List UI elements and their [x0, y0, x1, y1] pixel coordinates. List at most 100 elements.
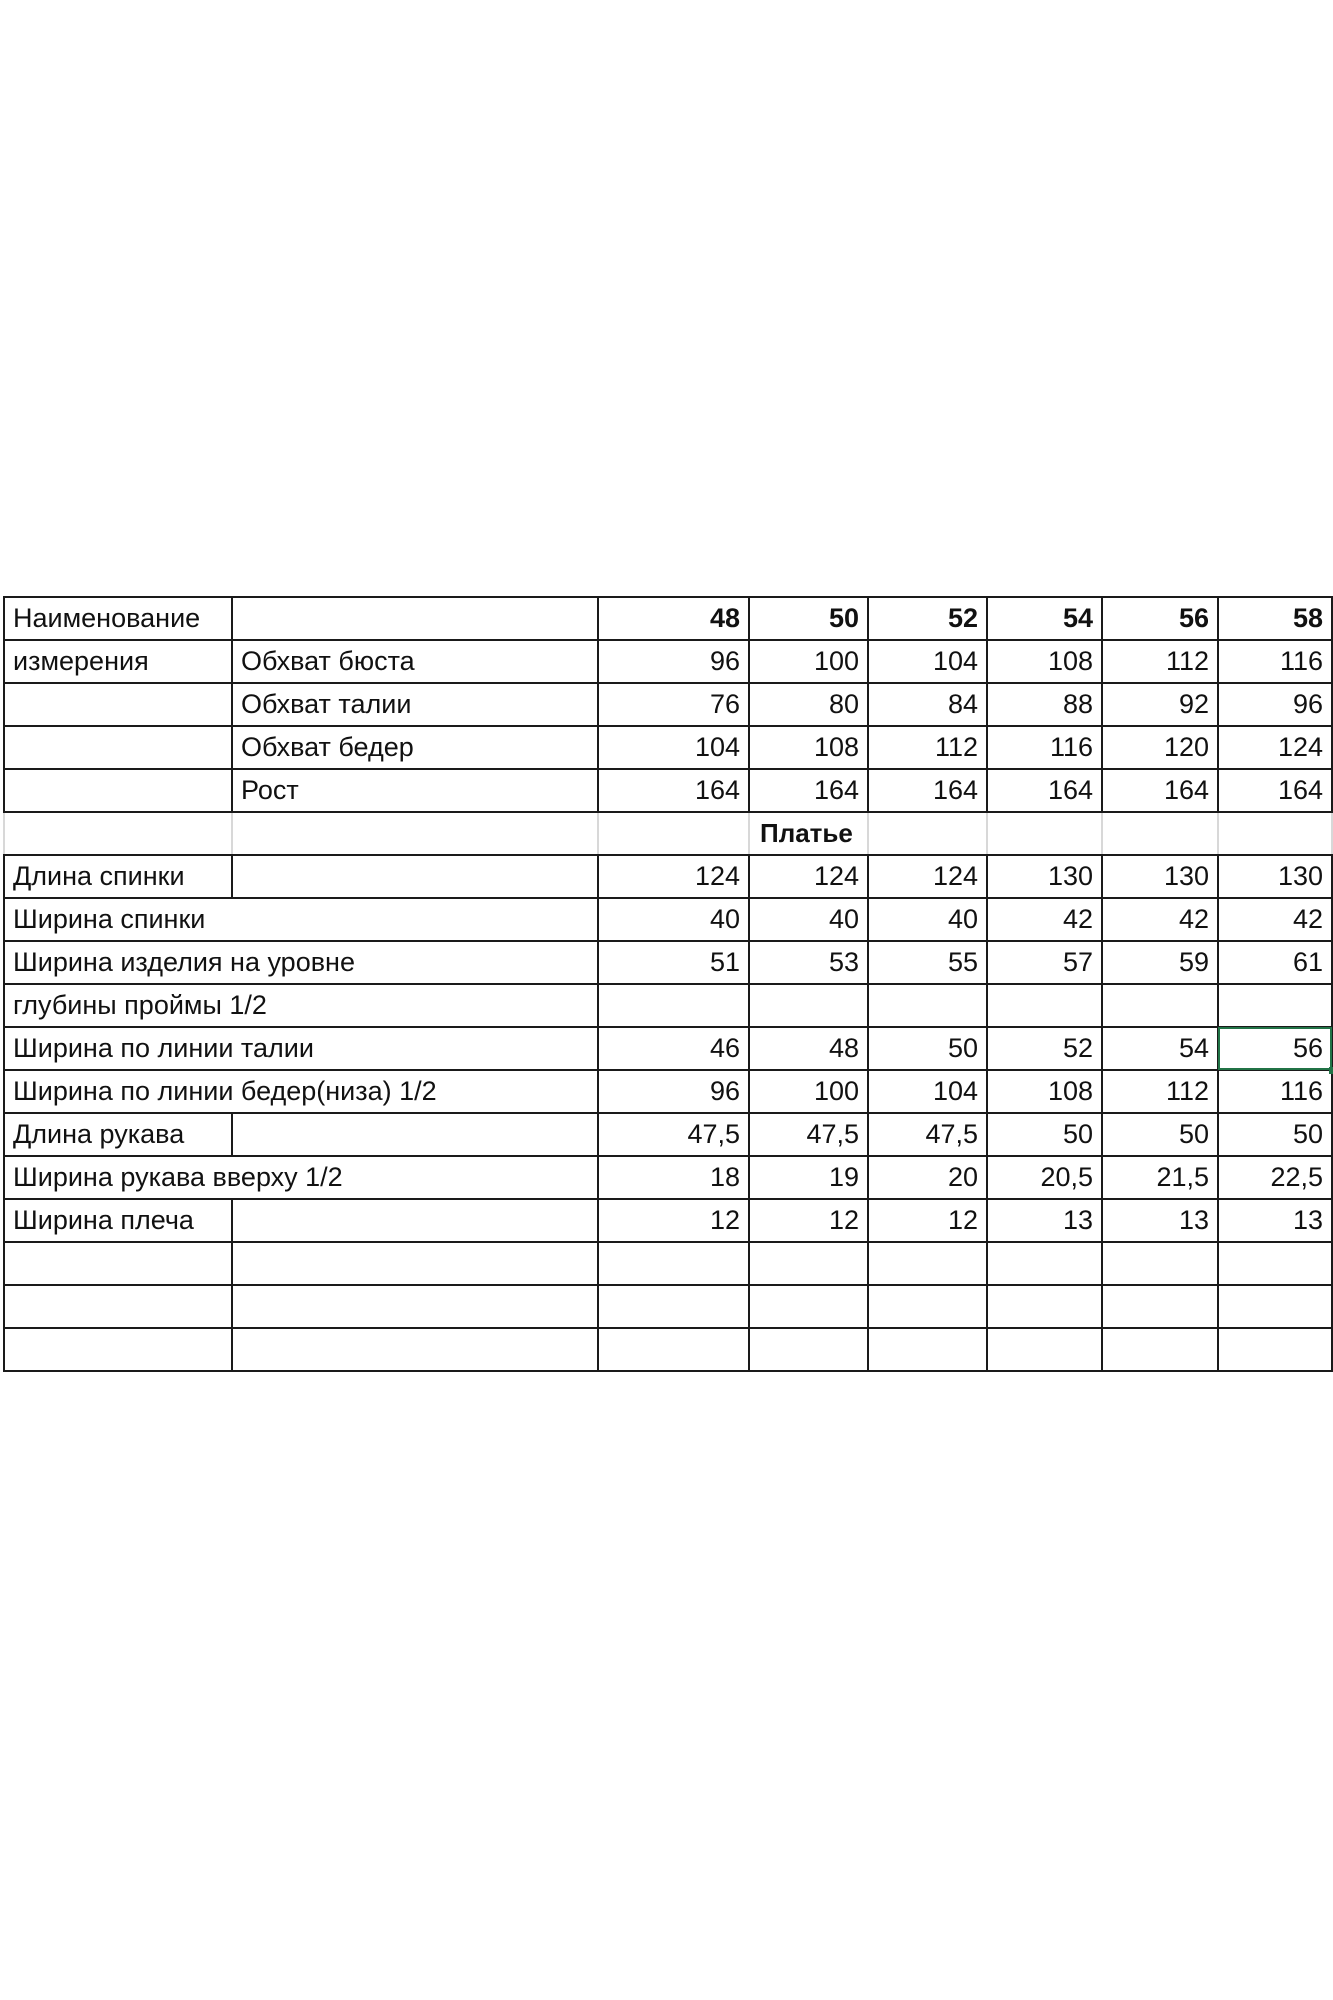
measurement-value[interactable]: 56 [1217, 1026, 1333, 1075]
measurement-value[interactable]: 52 [986, 1026, 1103, 1071]
measurement-value[interactable]: 130 [1217, 854, 1333, 899]
measurement-label[interactable]: Ширина плеча [3, 1198, 233, 1243]
empty-cell[interactable] [231, 854, 599, 899]
measurement-value[interactable]: 19 [748, 1155, 869, 1200]
measurement-value[interactable]: 108 [748, 725, 869, 770]
measurement-label[interactable]: Обхват бедер [231, 725, 599, 770]
empty-cell[interactable] [748, 1284, 869, 1329]
measurement-value[interactable] [867, 983, 988, 1028]
empty-cell[interactable] [867, 1284, 988, 1329]
measurement-value[interactable]: 112 [1101, 639, 1219, 684]
measurement-value[interactable]: 100 [748, 639, 869, 684]
measurement-value[interactable]: 80 [748, 682, 869, 727]
measurement-value[interactable]: 20,5 [986, 1155, 1103, 1200]
measurement-value[interactable]: 59 [1101, 940, 1219, 985]
measurement-value[interactable]: 124 [748, 854, 869, 899]
header-label-cell-continued[interactable]: измерения [3, 639, 233, 684]
measurement-value[interactable]: 46 [597, 1026, 750, 1071]
measurement-value[interactable]: 42 [986, 897, 1103, 942]
measurement-value[interactable]: 164 [986, 768, 1103, 813]
measurement-value[interactable]: 50 [1217, 1112, 1333, 1157]
empty-cell[interactable] [1217, 1327, 1333, 1372]
empty-cell[interactable] [231, 1198, 599, 1243]
measurement-value[interactable]: 164 [1101, 768, 1219, 813]
measurement-value[interactable]: 164 [1217, 768, 1333, 813]
measurement-value[interactable]: 164 [748, 768, 869, 813]
empty-cell[interactable] [1101, 1284, 1219, 1329]
empty-cell[interactable] [3, 1241, 233, 1286]
measurement-label[interactable]: Длина спинки [3, 854, 233, 899]
empty-cell[interactable] [867, 1241, 988, 1286]
measurement-value[interactable]: 120 [1101, 725, 1219, 770]
measurement-value[interactable]: 42 [1217, 897, 1333, 942]
measurement-value[interactable]: 40 [748, 897, 869, 942]
measurement-value[interactable]: 104 [867, 639, 988, 684]
measurement-value[interactable]: 116 [1217, 1069, 1333, 1114]
empty-cell[interactable] [748, 1327, 869, 1372]
measurement-value[interactable]: 18 [597, 1155, 750, 1200]
size-header-50[interactable]: 50 [748, 596, 869, 641]
measurement-value[interactable]: 112 [1101, 1069, 1219, 1114]
measurement-value[interactable]: 13 [1217, 1198, 1333, 1243]
size-header-54[interactable]: 54 [986, 596, 1103, 641]
measurement-value[interactable] [748, 983, 869, 1028]
empty-cell[interactable] [1217, 811, 1333, 856]
size-header-58[interactable]: 58 [1217, 596, 1333, 641]
empty-cell[interactable] [3, 725, 233, 770]
empty-cell[interactable] [597, 811, 750, 856]
measurement-value[interactable]: 84 [867, 682, 988, 727]
measurement-value[interactable]: 50 [1101, 1112, 1219, 1157]
empty-cell[interactable] [231, 1241, 599, 1286]
measurement-label[interactable]: Обхват талии [231, 682, 599, 727]
section-title[interactable]: Платье [748, 811, 869, 856]
empty-cell[interactable] [3, 682, 233, 727]
empty-cell[interactable] [986, 1327, 1103, 1372]
empty-cell[interactable] [986, 1284, 1103, 1329]
measurement-value[interactable]: 100 [748, 1069, 869, 1114]
empty-cell[interactable] [986, 1241, 1103, 1286]
measurement-value[interactable]: 76 [597, 682, 750, 727]
measurement-label[interactable]: глубины проймы 1/2 [3, 983, 599, 1028]
empty-cell[interactable] [867, 1327, 988, 1372]
measurement-value[interactable]: 47,5 [597, 1112, 750, 1157]
size-header-52[interactable]: 52 [867, 596, 988, 641]
empty-cell[interactable] [231, 811, 599, 856]
measurement-value[interactable]: 42 [1101, 897, 1219, 942]
measurement-value[interactable]: 116 [1217, 639, 1333, 684]
measurement-value[interactable]: 96 [597, 639, 750, 684]
empty-cell[interactable] [1217, 1284, 1333, 1329]
measurement-value[interactable]: 104 [597, 725, 750, 770]
empty-cell[interactable] [1101, 811, 1219, 856]
measurement-value[interactable]: 50 [867, 1026, 988, 1071]
measurement-value[interactable]: 20 [867, 1155, 988, 1200]
empty-cell[interactable] [3, 811, 233, 856]
measurement-value[interactable]: 104 [867, 1069, 988, 1114]
empty-cell[interactable] [3, 1327, 233, 1372]
empty-cell[interactable] [597, 1241, 750, 1286]
measurement-value[interactable]: 57 [986, 940, 1103, 985]
empty-cell[interactable] [748, 1241, 869, 1286]
measurement-value[interactable] [1101, 983, 1219, 1028]
measurement-value[interactable]: 13 [986, 1198, 1103, 1243]
measurement-value[interactable]: 47,5 [748, 1112, 869, 1157]
measurement-value[interactable]: 124 [1217, 725, 1333, 770]
measurement-value[interactable]: 51 [597, 940, 750, 985]
measurement-value[interactable]: 112 [867, 725, 988, 770]
measurement-value[interactable]: 50 [986, 1112, 1103, 1157]
measurement-value[interactable] [1217, 983, 1333, 1028]
measurement-value[interactable]: 55 [867, 940, 988, 985]
empty-cell[interactable] [3, 768, 233, 813]
empty-cell[interactable] [1101, 1241, 1219, 1286]
measurement-value[interactable] [597, 983, 750, 1028]
measurement-value[interactable]: 96 [1217, 682, 1333, 727]
measurement-value[interactable]: 88 [986, 682, 1103, 727]
empty-cell[interactable] [231, 1284, 599, 1329]
size-header-48[interactable]: 48 [597, 596, 750, 641]
measurement-value[interactable]: 47,5 [867, 1112, 988, 1157]
measurement-value[interactable]: 13 [1101, 1198, 1219, 1243]
empty-cell[interactable] [3, 1284, 233, 1329]
measurement-value[interactable]: 164 [867, 768, 988, 813]
measurement-value[interactable]: 164 [597, 768, 750, 813]
measurement-value[interactable]: 53 [748, 940, 869, 985]
empty-cell[interactable] [597, 1284, 750, 1329]
